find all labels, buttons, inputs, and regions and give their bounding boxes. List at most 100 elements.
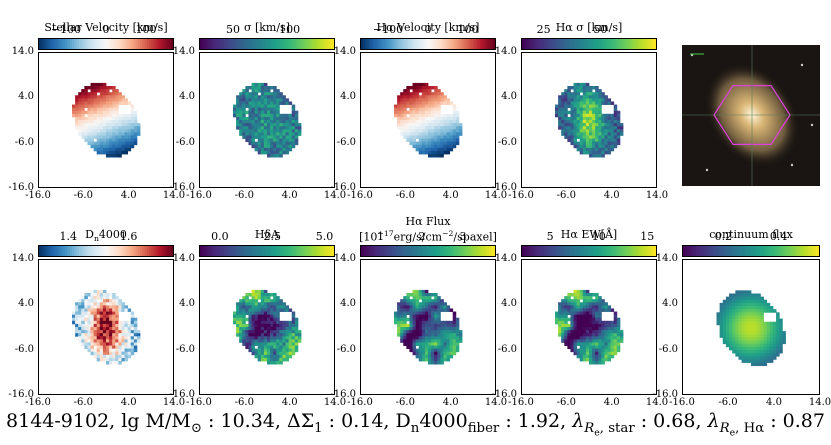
heatmap-cell [598,345,602,350]
colorbar-segment [643,245,647,257]
heatmap-cell [418,327,423,331]
heatmap-cell [279,327,283,331]
heatmap-cell [421,305,426,309]
heatmap-cell [772,346,777,351]
heatmap-cell [254,141,259,146]
heatmap-cell [744,296,749,301]
heatmap-cell [294,110,299,115]
heatmap-cell [294,339,299,343]
heatmap-cell [263,296,268,300]
heatmap-cell [276,308,280,312]
heatmap-cell [251,86,256,90]
heatmap-cell [112,293,116,297]
heatmap-cell [99,116,104,121]
colorbar-segment [305,38,309,50]
heatmap-cell [440,333,444,337]
heatmap-cell [90,82,95,87]
colorbar-segment [523,38,527,50]
heatmap-cell [434,113,438,118]
heatmap-cell [421,339,426,343]
heatmap-cell [561,336,565,340]
heatmap-cell [582,354,587,359]
heatmap-cell [87,320,91,325]
heatmap-cell [431,311,435,316]
heatmap-cell [276,320,280,325]
heatmap-cell [397,327,401,331]
heatmap-cell [573,141,578,146]
heatmap-cell [406,132,410,136]
heatmap-cell [610,120,615,124]
colorbar-segment [83,38,87,50]
colorbar-segment [244,245,248,257]
colorbar-segment [728,245,731,257]
colorbar-segment [723,245,727,257]
heatmap-cell [564,132,568,136]
heatmap-cell [751,362,755,367]
heatmap-cell [431,293,435,297]
heatmap-cell [446,98,451,102]
heatmap-cell [267,361,271,365]
heatmap-cell [121,141,125,146]
heatmap-cell [616,348,621,353]
heatmap-cell [428,154,432,158]
heatmap-cell [738,346,742,351]
heatmap-cell [412,107,417,112]
heatmap-cell [409,107,413,112]
heatmap-cell [558,320,562,325]
colorbar-segment [552,38,556,50]
heatmap-cell [257,144,262,149]
heatmap-cell [725,340,730,345]
heatmap-cell [434,104,438,109]
heatmap-cell [403,333,407,337]
heatmap-cell [84,333,88,337]
heatmap-cell [567,116,571,121]
colorbar-segment [484,245,488,257]
heatmap-cell [722,315,727,319]
heatmap-cell [93,120,98,124]
heatmap-cell [239,123,243,127]
heatmap-cell [732,349,736,354]
heatmap-cell [455,330,460,334]
heatmap-cell [424,120,429,124]
heatmap-cell [434,101,438,105]
heatmap-cell [133,323,138,328]
heatmap-cell [732,340,736,345]
colorbar-segment [76,245,80,257]
heatmap-cell [263,101,268,105]
heatmap-cell [285,351,290,356]
heatmap-cell [412,141,417,146]
colorbar-segment [769,245,773,257]
heatmap-cell [744,349,749,354]
heatmap-cell [260,348,265,353]
heatmap-cell [424,311,429,316]
heatmap-cell [431,98,435,102]
heatmap-cell [735,312,739,316]
heatmap-cell [121,320,125,325]
heatmap-cell [72,104,76,109]
heatmap-cell [421,289,426,294]
heatmap-cell [428,147,432,152]
heatmap-cell [415,333,420,337]
colorbar-segment [282,38,286,50]
heatmap-cell [769,337,774,341]
heatmap-cell [270,314,274,319]
heatmap-cell [109,357,113,362]
heatmap-cell [99,147,104,152]
heatmap-cell [613,135,618,139]
heatmap-cell [263,144,268,149]
y-tick-label: 14.0 [172,253,195,264]
heatmap-cell [406,98,410,102]
heatmap-cell [604,320,608,325]
heatmap-cell [428,299,432,303]
heatmap-cell [428,92,432,96]
heatmap-cell [403,305,407,309]
heatmap-cell [585,92,590,96]
colorbar-segment [767,245,770,257]
heatmap-cell [585,147,590,152]
heatmap-cell [279,138,283,143]
heatmap-cell [242,296,246,300]
heatmap-cell [573,104,578,109]
colorbar-segment [548,38,552,50]
heatmap-cell [604,333,608,337]
heatmap-cell [276,129,280,133]
